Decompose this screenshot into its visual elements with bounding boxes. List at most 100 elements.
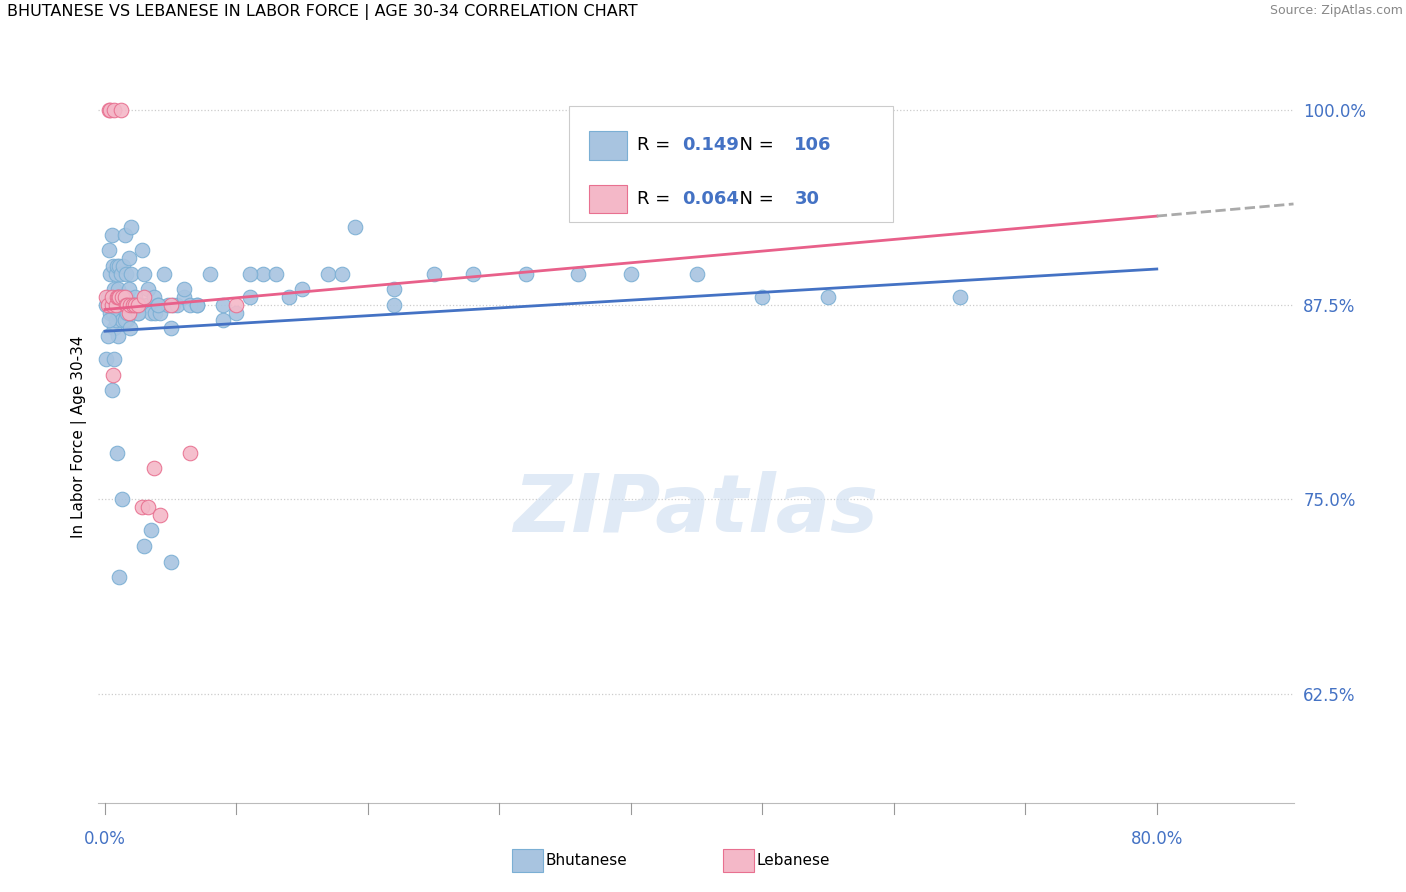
Text: 80.0%: 80.0% <box>1130 830 1182 847</box>
Point <box>159 321 181 335</box>
Point <box>139 305 162 319</box>
Text: ZIPatlas: ZIPatlas <box>513 471 879 549</box>
Point <box>685 267 707 281</box>
Point <box>115 298 138 312</box>
Point <box>125 298 148 312</box>
Point <box>225 298 247 312</box>
Point <box>212 298 235 312</box>
Point <box>100 290 122 304</box>
Point <box>120 219 142 234</box>
Point <box>173 290 195 304</box>
Point <box>153 267 176 281</box>
Point <box>751 290 773 304</box>
Point <box>97 244 120 258</box>
Point <box>101 259 124 273</box>
Point <box>103 352 125 367</box>
Point <box>104 267 127 281</box>
Point <box>343 219 366 234</box>
Point <box>131 244 153 258</box>
Point <box>146 298 169 312</box>
Point <box>105 290 128 304</box>
Point <box>111 290 134 304</box>
Point <box>264 267 287 281</box>
Point <box>179 298 201 312</box>
Point <box>104 290 127 304</box>
Text: 0.0%: 0.0% <box>84 830 127 847</box>
Text: Source: ZipAtlas.com: Source: ZipAtlas.com <box>1270 4 1403 18</box>
Point <box>186 298 208 312</box>
Text: N =: N = <box>728 190 780 208</box>
Point <box>111 290 134 304</box>
Point <box>138 282 160 296</box>
Point <box>382 282 405 296</box>
Point <box>186 298 208 312</box>
Point <box>142 461 165 475</box>
Point <box>117 290 139 304</box>
Point <box>108 290 131 304</box>
Point <box>118 251 141 265</box>
Point <box>121 298 143 312</box>
Point <box>124 290 146 304</box>
Point <box>97 298 120 312</box>
Point <box>103 103 125 118</box>
Point <box>112 298 135 312</box>
Point <box>159 555 181 569</box>
Point <box>108 570 131 584</box>
Text: 106: 106 <box>794 136 832 154</box>
Point <box>136 298 159 312</box>
Point <box>96 298 118 312</box>
Point <box>105 259 128 273</box>
Point <box>101 368 124 382</box>
Point <box>143 305 166 319</box>
Point <box>104 313 127 327</box>
Point <box>252 267 274 281</box>
Point <box>162 298 184 312</box>
Point <box>567 267 589 281</box>
Point <box>114 227 136 242</box>
Point <box>114 298 136 312</box>
Point <box>198 267 221 281</box>
Point <box>291 282 314 296</box>
Point <box>100 298 122 312</box>
Point <box>128 298 150 312</box>
Point <box>131 500 153 515</box>
Point <box>817 290 839 304</box>
Point <box>96 290 118 304</box>
Point <box>114 313 136 327</box>
Text: R =: R = <box>637 190 676 208</box>
Point <box>98 103 121 118</box>
Text: Bhutanese: Bhutanese <box>546 854 627 868</box>
Point <box>110 103 132 118</box>
Text: BHUTANESE VS LEBANESE IN LABOR FORCE | AGE 30-34 CORRELATION CHART: BHUTANESE VS LEBANESE IN LABOR FORCE | A… <box>7 4 638 21</box>
Text: N =: N = <box>728 136 780 154</box>
Point <box>129 298 152 312</box>
Point <box>97 103 120 118</box>
Text: Lebanese: Lebanese <box>756 854 830 868</box>
Text: 0.149: 0.149 <box>682 136 738 154</box>
Point <box>166 298 188 312</box>
Point <box>117 313 139 327</box>
Point <box>107 290 129 304</box>
Point <box>110 298 132 312</box>
Point <box>948 290 970 304</box>
Point <box>149 508 172 522</box>
Point <box>101 305 124 319</box>
Point <box>110 267 132 281</box>
Point <box>105 445 128 459</box>
Point <box>97 329 120 343</box>
Point <box>98 305 121 319</box>
Point <box>127 298 149 312</box>
Text: R =: R = <box>637 136 676 154</box>
Point <box>330 267 353 281</box>
Point <box>105 298 128 312</box>
Point <box>212 313 235 327</box>
Point <box>138 500 160 515</box>
Point <box>134 267 156 281</box>
Point <box>122 298 145 312</box>
Point <box>146 298 169 312</box>
Point <box>115 267 138 281</box>
Point <box>278 290 301 304</box>
Point <box>157 298 180 312</box>
Point <box>127 305 149 319</box>
Y-axis label: In Labor Force | Age 30-34: In Labor Force | Age 30-34 <box>72 335 87 539</box>
